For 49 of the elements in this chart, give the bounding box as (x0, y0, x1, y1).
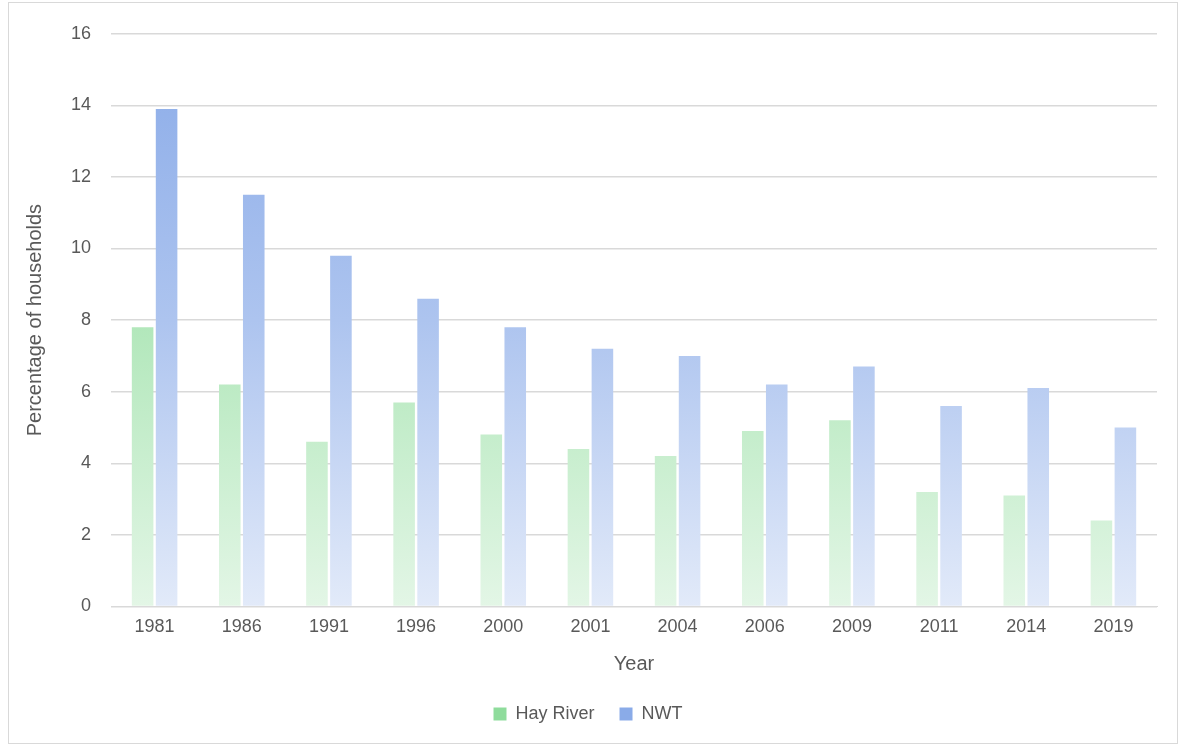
x-tick-label: 2019 (1093, 616, 1134, 637)
bar (591, 348, 614, 606)
y-tick-label: 14 (70, 94, 92, 115)
y-axis-title: Percentage of households (22, 203, 45, 437)
x-tick-label: 1981 (134, 616, 175, 637)
y-tick-label: 10 (70, 237, 92, 258)
bar (741, 431, 764, 606)
bar (829, 420, 851, 606)
bar (1114, 427, 1137, 606)
bar (155, 108, 178, 606)
bar (654, 456, 677, 606)
bar (678, 355, 701, 606)
bar (330, 255, 352, 606)
bar (131, 327, 154, 606)
x-tick-label: 2004 (657, 616, 698, 637)
x-tick-label: 2001 (570, 616, 611, 637)
x-tick-label: 1996 (396, 616, 437, 637)
x-tick-label: 2006 (744, 616, 785, 637)
bar (1090, 520, 1113, 606)
y-tick-label: 16 (70, 22, 92, 43)
y-tick-label: 4 (81, 452, 92, 473)
bar (916, 491, 938, 606)
bar (417, 298, 439, 606)
y-tick-label: 0 (81, 595, 92, 616)
bar (1027, 388, 1050, 606)
y-tick-label: 6 (81, 380, 92, 401)
bar (480, 434, 503, 606)
x-tick-label: 2000 (483, 616, 524, 637)
legend-label: NWT (641, 702, 683, 723)
x-tick-label: 2011 (919, 616, 959, 637)
x-tick-label: 2014 (1006, 616, 1047, 637)
bar (853, 366, 875, 606)
bar (504, 327, 527, 606)
bar (393, 402, 415, 606)
x-tick-label: 1991 (308, 616, 349, 637)
legend-label: Hay River (515, 702, 595, 723)
bar (1003, 495, 1026, 606)
x-tick-label: 2009 (831, 616, 872, 637)
bar (940, 405, 962, 606)
x-axis-title: Year (613, 651, 655, 674)
y-tick-label: 2 (81, 523, 92, 544)
bar (306, 441, 328, 606)
bar (765, 384, 788, 606)
x-tick-label: 1986 (221, 616, 262, 637)
bar (219, 384, 241, 606)
y-tick-label: 12 (70, 165, 92, 186)
bar (567, 448, 590, 606)
y-tick-label: 8 (81, 309, 92, 330)
bar (242, 194, 265, 606)
